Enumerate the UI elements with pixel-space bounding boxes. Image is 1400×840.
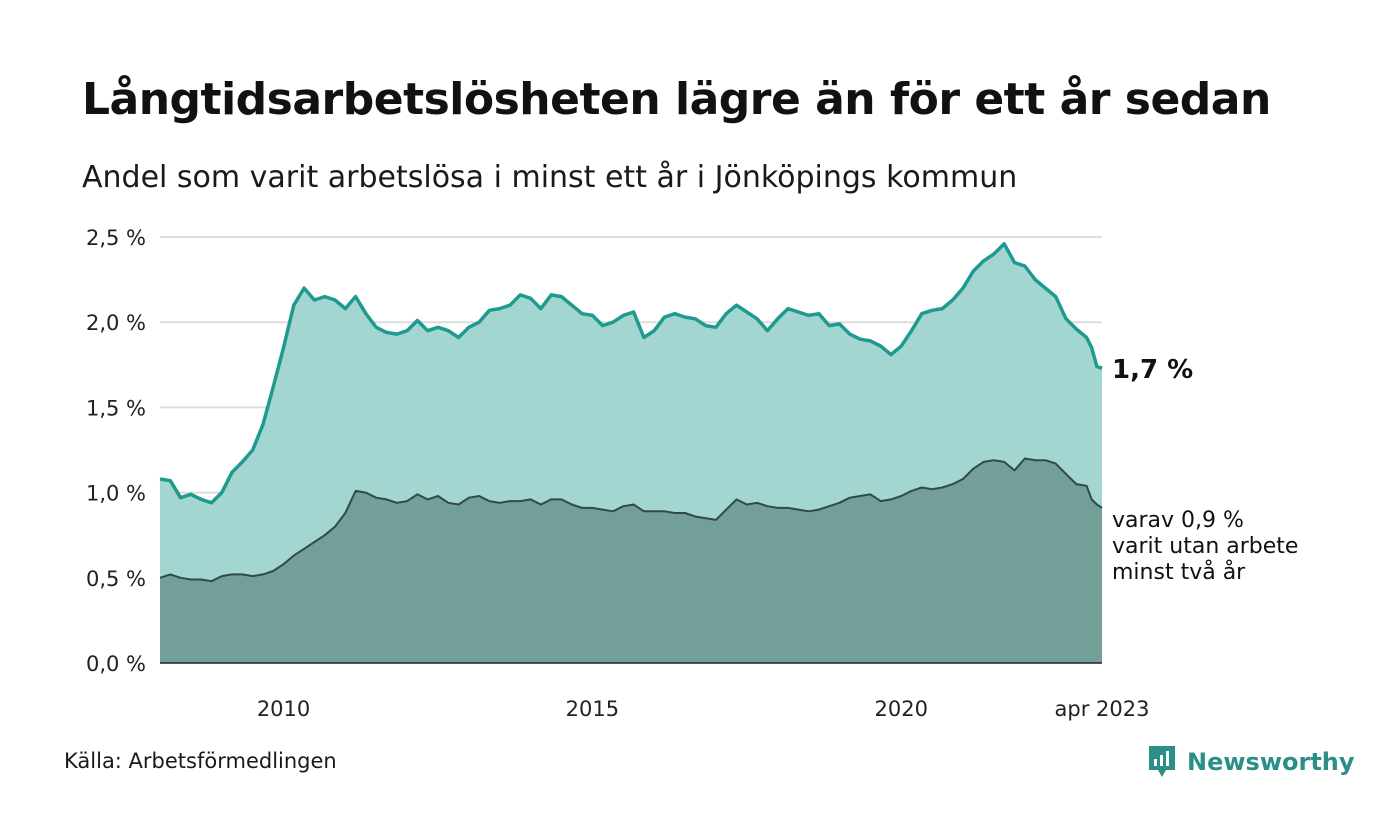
x-axis-ticks: 2010 2015 2020 apr 2023 bbox=[257, 697, 1150, 721]
x-tick-label: 2015 bbox=[566, 697, 619, 721]
series-line-two bbox=[159, 457, 1103, 583]
series-line-long bbox=[159, 242, 1103, 505]
y-tick-label: 1,5 % bbox=[86, 396, 146, 420]
series-area-two bbox=[160, 458, 1102, 663]
end-label-two-line2: varit utan arbete bbox=[1112, 534, 1298, 559]
x-tick-label: 2010 bbox=[257, 697, 310, 721]
chart-subtitle: Andel som varit arbetslösa i minst ett å… bbox=[82, 160, 1018, 195]
end-labels: 1,7 % varav 0,9 % varit utan arbete mins… bbox=[1112, 355, 1298, 585]
y-tick-label: 2,5 % bbox=[86, 226, 146, 250]
end-label-two-line3: minst två år bbox=[1112, 559, 1246, 585]
end-label-long: 1,7 % bbox=[1112, 355, 1193, 385]
x-tick-label: apr 2023 bbox=[1055, 697, 1150, 721]
series-areas bbox=[159, 242, 1103, 664]
newsworthy-logo-icon bbox=[1149, 746, 1175, 777]
y-tick-label: 2,0 % bbox=[86, 311, 146, 335]
chart-title: Långtidsarbetslösheten lägre än för ett … bbox=[82, 74, 1271, 125]
brand-logo: Newsworthy bbox=[1147, 744, 1355, 780]
y-tick-label: 1,0 % bbox=[86, 482, 146, 506]
end-label-two-line1: varav 0,9 % bbox=[1112, 508, 1244, 533]
source-note: Källa: Arbetsförmedlingen bbox=[64, 749, 337, 773]
x-tick-label: 2020 bbox=[875, 697, 928, 721]
y-tick-label: 0,0 % bbox=[86, 652, 146, 676]
y-axis-ticks: 0,0 % 0,5 % 1,0 % 1,5 % 2,0 % 2,5 % bbox=[86, 226, 146, 676]
y-tick-label: 0,5 % bbox=[86, 567, 146, 591]
brand-name: Newsworthy bbox=[1187, 748, 1355, 776]
